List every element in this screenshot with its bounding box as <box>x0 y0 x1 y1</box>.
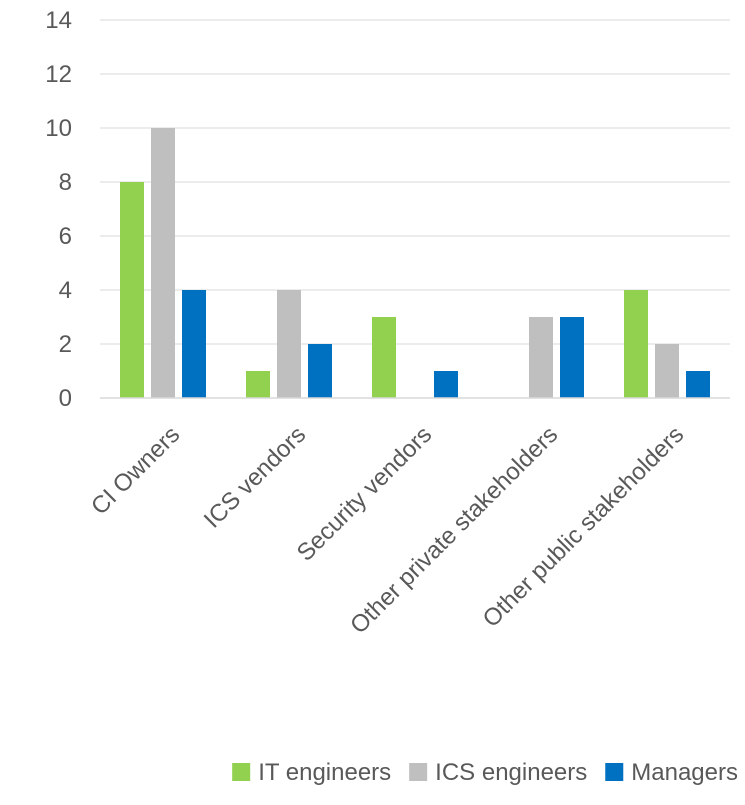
y-tick-label: 14 <box>45 7 72 34</box>
bar-ics-engineers <box>655 344 679 398</box>
bar-managers <box>560 317 584 398</box>
bar-ics-engineers <box>151 128 175 398</box>
category-label: ICS vendors <box>199 421 311 533</box>
legend-swatch <box>409 763 428 781</box>
category-label: Other private stakeholders <box>345 421 563 639</box>
bar-managers <box>308 344 332 398</box>
category-label: CI Owners <box>86 421 185 520</box>
bars <box>120 128 710 398</box>
y-tick-label: 2 <box>59 331 72 358</box>
legend: IT engineers ICS engineers Managers <box>232 759 738 786</box>
y-axis: 0 2 4 6 8 10 12 14 <box>45 7 72 412</box>
legend-swatch <box>605 763 624 781</box>
bar-managers <box>686 371 710 398</box>
legend-label: Managers <box>631 759 738 786</box>
bar-managers <box>182 290 206 398</box>
legend-label: IT engineers <box>258 759 391 786</box>
category-label: Other public stakeholders <box>478 421 690 633</box>
bar-it-engineers <box>246 371 270 398</box>
bar-ics-engineers <box>529 317 553 398</box>
bar-ics-engineers <box>277 290 301 398</box>
bar-it-engineers <box>372 317 396 398</box>
y-tick-label: 0 <box>59 385 72 412</box>
y-tick-label: 6 <box>59 223 72 250</box>
y-tick-label: 10 <box>45 115 72 142</box>
bar-it-engineers <box>120 182 144 398</box>
legend-swatch <box>232 763 251 781</box>
y-tick-label: 4 <box>59 277 72 304</box>
category-label: Security vendors <box>292 421 437 566</box>
bar-managers <box>434 371 458 398</box>
legend-label: ICS engineers <box>435 759 587 786</box>
y-tick-label: 12 <box>45 61 72 88</box>
bar-it-engineers <box>624 290 648 398</box>
y-tick-label: 8 <box>59 169 72 196</box>
